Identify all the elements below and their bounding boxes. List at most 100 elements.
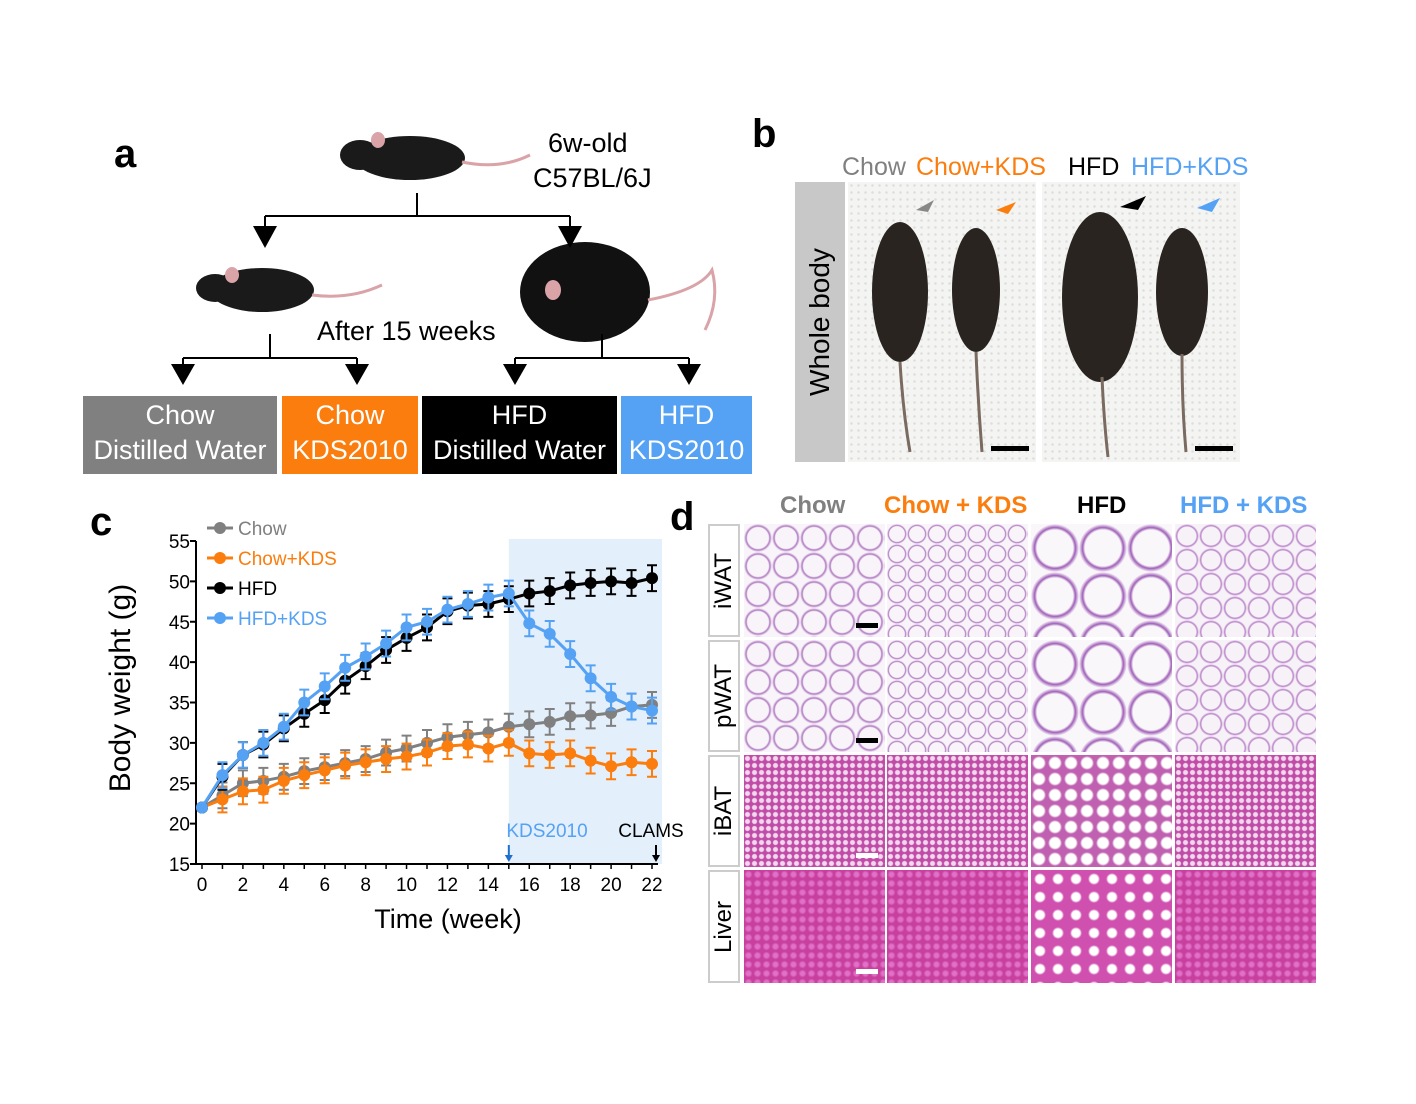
histology-row-liver: Liver xyxy=(708,870,740,983)
data-point xyxy=(502,587,515,600)
data-point xyxy=(625,700,638,713)
data-point xyxy=(257,783,270,796)
group-box-hfd-kds: HFD KDS2010 xyxy=(621,396,752,474)
data-point xyxy=(584,672,597,685)
x-tick-label: 0 xyxy=(197,875,208,896)
data-point xyxy=(543,715,556,728)
group-diet: HFD xyxy=(491,400,548,430)
mouse-strain-label: C57BL/6J xyxy=(533,163,652,193)
data-point xyxy=(277,720,290,733)
y-tick-label: 25 xyxy=(169,774,190,795)
data-point xyxy=(318,764,331,777)
y-tick-label: 55 xyxy=(169,532,190,553)
x-tick-label: 14 xyxy=(478,875,500,896)
data-point xyxy=(564,579,577,592)
panel-label-b: b xyxy=(752,112,777,156)
data-point xyxy=(605,575,618,588)
x-tick-label: 10 xyxy=(396,875,417,896)
data-point xyxy=(236,785,249,798)
y-tick-label: 15 xyxy=(169,855,190,876)
x-tick-label: 4 xyxy=(279,875,290,896)
data-point xyxy=(196,801,208,814)
annotation-kds2010: KDS2010 xyxy=(506,821,587,842)
x-tick-label: 22 xyxy=(641,875,662,896)
x-tick-label: 6 xyxy=(319,875,330,896)
data-point xyxy=(625,756,638,769)
data-point xyxy=(605,690,618,703)
data-point xyxy=(380,637,393,650)
panel-label-c: c xyxy=(90,500,113,544)
group-box-chow-kds: Chow KDS2010 xyxy=(282,396,418,474)
row-label: pWAT xyxy=(710,664,737,728)
data-point xyxy=(257,736,270,749)
histology-col-chow: Chow xyxy=(780,492,846,519)
data-point xyxy=(605,760,618,773)
data-point xyxy=(441,603,454,616)
histology-row-ibat: iBAT xyxy=(708,755,740,867)
data-point xyxy=(564,648,577,661)
data-point xyxy=(584,709,597,722)
annotation-arrowhead xyxy=(504,855,513,862)
row-label: Liver xyxy=(710,900,737,953)
data-point xyxy=(339,759,352,772)
x-tick-label: 8 xyxy=(360,875,371,896)
data-point xyxy=(277,774,290,787)
histology-image-iwat-hfd-kds xyxy=(1175,524,1316,637)
photo-hfd-mice xyxy=(1042,182,1240,462)
photo-label-chow-kds: Chow+KDS xyxy=(916,153,1046,181)
histology-col-hfd-kds: HFD + KDS xyxy=(1180,492,1308,519)
y-tick-label: 35 xyxy=(169,694,190,715)
histology-row-iwat: iWAT xyxy=(708,524,740,637)
data-point xyxy=(646,572,658,585)
histology-col-chow-kds: Chow + KDS xyxy=(884,492,1028,519)
mouse-icon-initial xyxy=(340,132,531,180)
row-label-box: Whole body xyxy=(795,182,845,462)
data-point xyxy=(461,738,474,751)
annotation-arrowhead xyxy=(652,855,660,862)
histology-row-pwat: pWAT xyxy=(708,640,740,752)
x-tick-label: 12 xyxy=(437,875,458,896)
data-point xyxy=(236,748,249,761)
histology-image-pwat-hfd xyxy=(1031,640,1172,752)
data-point xyxy=(482,591,495,604)
data-point xyxy=(359,756,372,769)
data-point xyxy=(359,650,372,663)
y-axis-label: Body weight (g) xyxy=(104,584,137,792)
data-point xyxy=(646,704,658,717)
histology-image-pwat-hfd-kds xyxy=(1175,640,1316,752)
legend-marker xyxy=(214,552,226,564)
mouse-age-label: 6w-old xyxy=(548,128,628,158)
data-point xyxy=(441,740,454,753)
legend-label: Chow+KDS xyxy=(238,549,337,570)
data-point xyxy=(584,576,597,589)
histology-col-hfd: HFD xyxy=(1077,492,1127,519)
data-point xyxy=(564,710,577,723)
group-diet: Chow xyxy=(315,400,385,430)
data-point xyxy=(400,621,413,634)
data-point xyxy=(461,597,474,610)
data-point xyxy=(625,576,638,589)
x-tick-label: 16 xyxy=(519,875,540,896)
scale-bar xyxy=(856,738,878,743)
histology-image-iwat-hfd xyxy=(1031,524,1172,637)
data-point xyxy=(318,680,331,693)
data-point xyxy=(216,793,229,806)
photo-label-chow: Chow xyxy=(842,153,906,181)
legend-marker xyxy=(214,522,226,534)
mouse-icon-obese xyxy=(520,242,717,342)
data-point xyxy=(543,585,556,598)
panel-label-a: a xyxy=(114,132,137,176)
legend-label: HFD+KDS xyxy=(238,609,327,630)
y-tick-label: 45 xyxy=(169,613,190,634)
x-tick-label: 2 xyxy=(238,875,249,896)
histology-image-ibat-chow-kds xyxy=(887,755,1028,867)
y-tick-label: 20 xyxy=(169,815,190,836)
x-tick-label: 18 xyxy=(560,875,581,896)
mouse-icon-chow xyxy=(196,267,383,312)
kds-treatment-shaded-region xyxy=(508,539,662,864)
histology-image-pwat-chow xyxy=(744,640,885,752)
data-point xyxy=(298,696,311,709)
legend-marker xyxy=(214,612,226,624)
data-point xyxy=(339,661,352,674)
data-point xyxy=(564,747,577,760)
